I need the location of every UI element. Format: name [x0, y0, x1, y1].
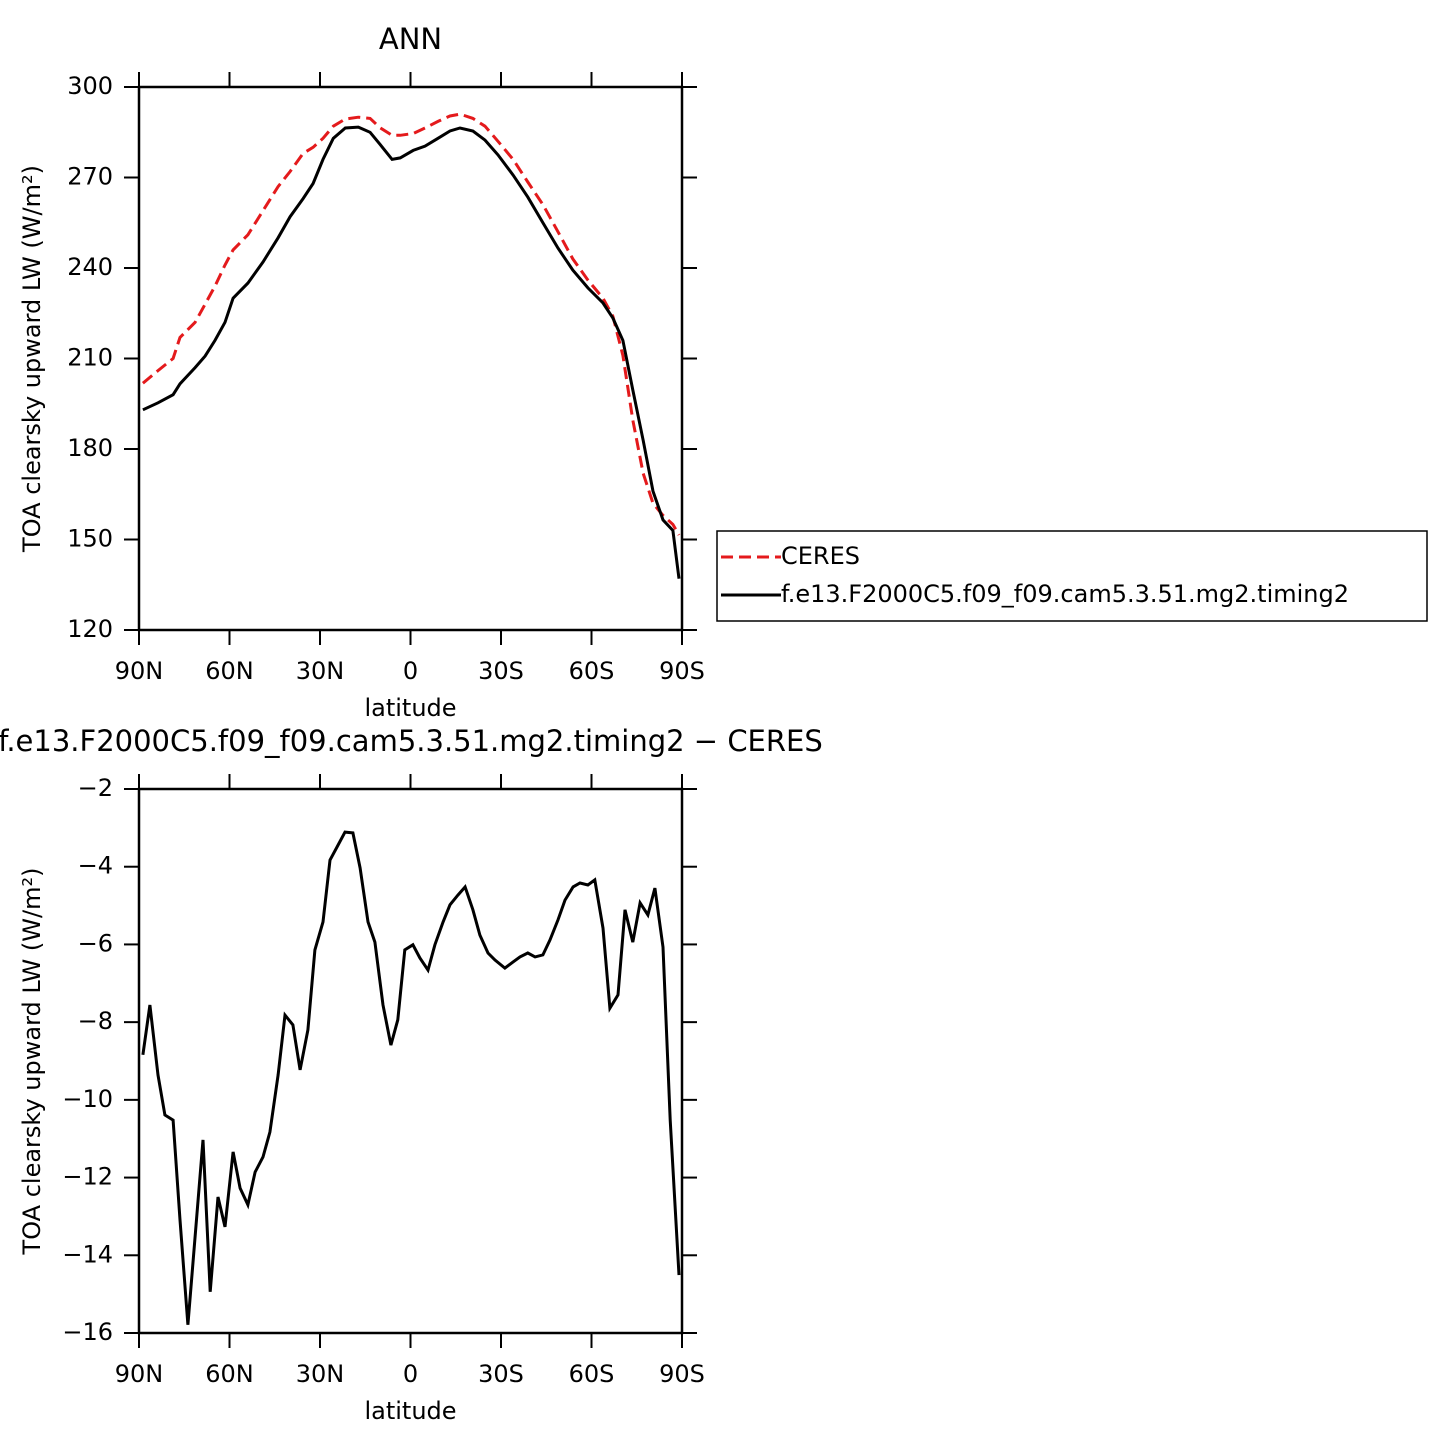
legend-box	[716, 530, 1428, 622]
x-tick-label: 90N	[115, 657, 164, 685]
y-axis-label: TOA clearsky upward LW (W/m²)	[18, 165, 46, 553]
plot-frame	[137, 85, 684, 632]
legend: CERES f.e13.F2000C5.f09_f09.cam5.3.51.mg2…	[716, 530, 1428, 622]
y-tick-label: 180	[67, 434, 113, 462]
legend-label: CERES	[781, 542, 860, 570]
x-tick-label: 90S	[659, 657, 705, 685]
y-tick-label: −16	[62, 1318, 113, 1346]
y-tick-label: −10	[62, 1085, 113, 1113]
x-tick-label: 90N	[115, 1360, 164, 1388]
data-line	[141, 830, 681, 1325]
legend-label: f.e13.F2000C5.f09_f09.cam5.3.51.mg2.timi…	[781, 580, 1349, 608]
y-tick-label: 270	[67, 163, 113, 191]
x-axis-label: latitude	[364, 694, 456, 722]
y-tick-label: 120	[67, 615, 113, 643]
x-tick-label: 0	[403, 1360, 418, 1388]
chart-title: f.e13.F2000C5.f09_f09.cam5.3.51.mg2.timi…	[0, 724, 823, 758]
y-tick-label: 240	[67, 253, 113, 281]
plot-frame	[137, 787, 684, 1335]
x-tick-label: 60N	[205, 1360, 254, 1388]
y-axis-label: TOA clearsky upward LW (W/m²)	[18, 868, 46, 1256]
y-tick-label: −12	[62, 1163, 113, 1191]
y-tick-label: −4	[78, 852, 113, 880]
y-tick-label: 210	[67, 344, 113, 372]
y-tick-label: 150	[67, 525, 113, 553]
x-tick-label: 30S	[478, 1360, 524, 1388]
y-tick-label: −6	[78, 929, 113, 957]
x-axis-label: latitude	[364, 1397, 456, 1425]
data-line	[142, 125, 681, 579]
x-tick-label: 30S	[478, 657, 524, 685]
x-tick-label: 90S	[659, 1360, 705, 1388]
y-tick-label: 300	[67, 72, 113, 100]
chart-title: ANN	[379, 22, 442, 56]
x-tick-label: 0	[403, 657, 418, 685]
x-tick-label: 60N	[205, 657, 254, 685]
y-tick-label: −8	[78, 1007, 113, 1035]
y-tick-label: −2	[78, 774, 113, 802]
x-tick-label: 30N	[296, 1360, 345, 1388]
x-tick-label: 60S	[569, 1360, 615, 1388]
x-tick-label: 30N	[296, 657, 345, 685]
x-tick-label: 60S	[569, 657, 615, 685]
y-tick-label: −14	[62, 1240, 113, 1268]
data-line	[141, 112, 681, 536]
